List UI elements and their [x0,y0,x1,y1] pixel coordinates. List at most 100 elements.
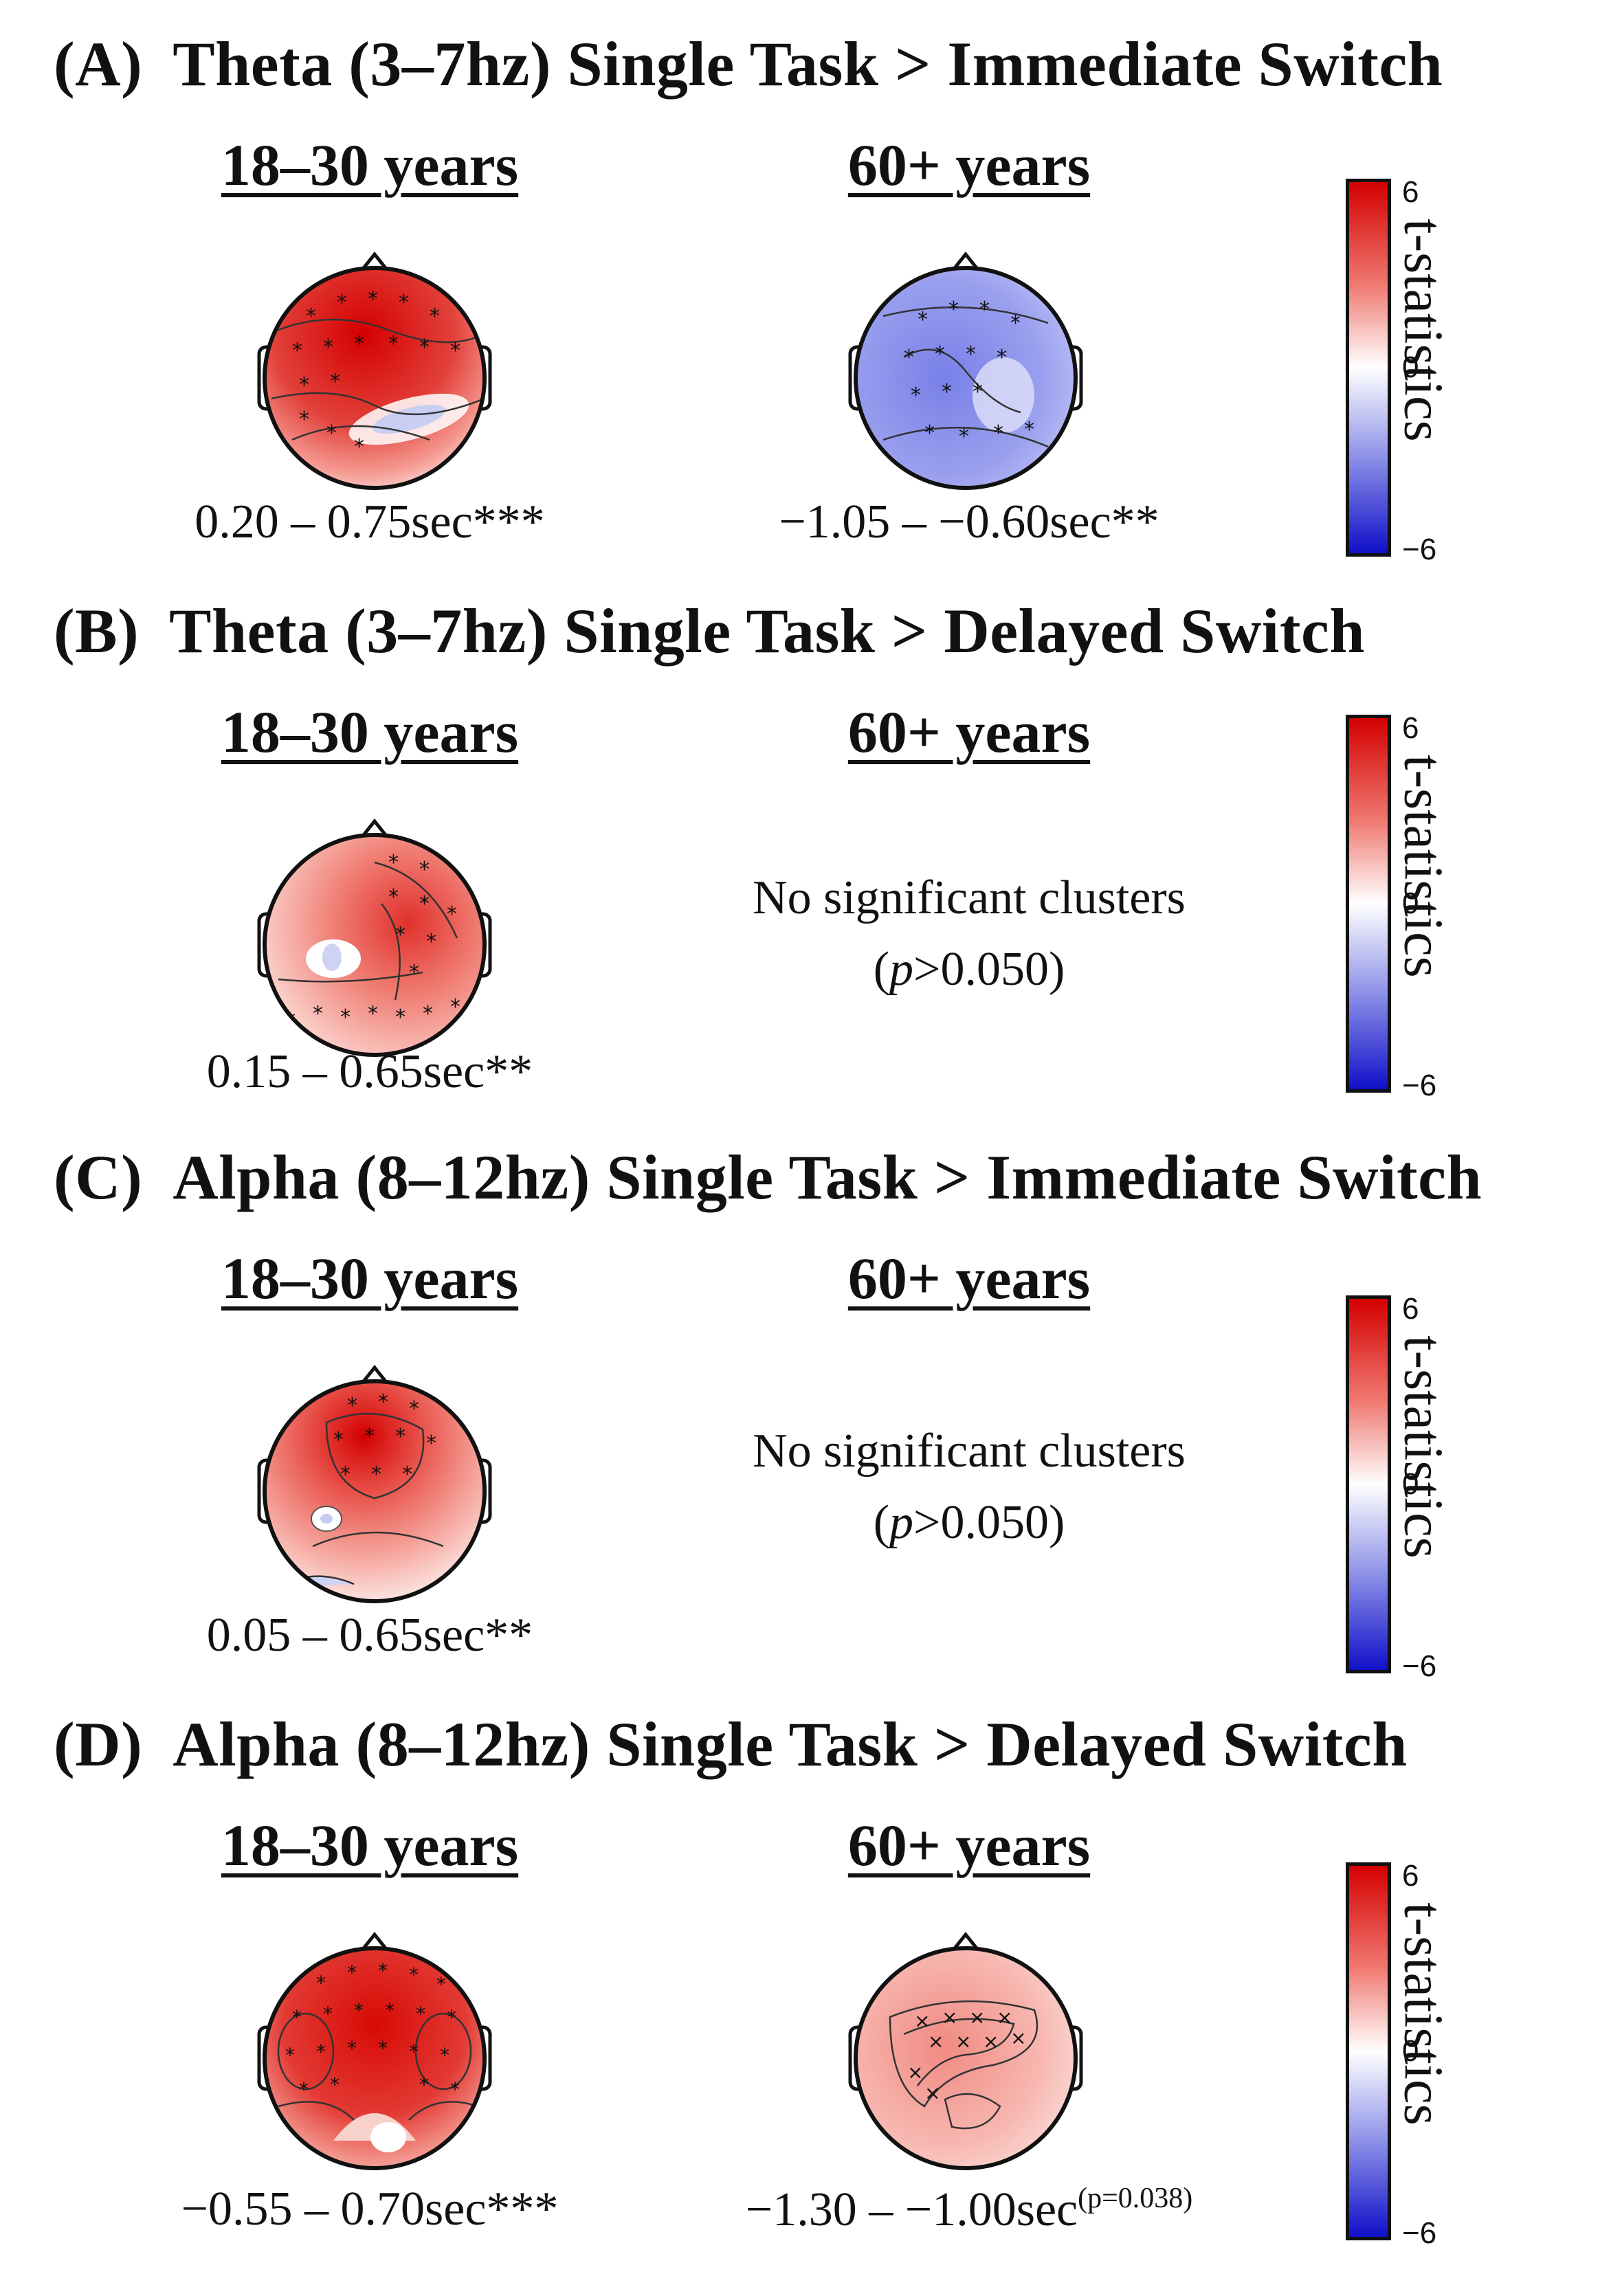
svg-text:*: * [347,1394,357,1418]
svg-text:*: * [299,373,309,397]
svg-text:*: * [378,2037,388,2060]
svg-text:*: * [285,2044,295,2066]
colorbar-max: 6 [1402,711,1419,745]
svg-text:×: × [997,2006,1012,2029]
svg-text:*: * [419,892,430,916]
svg-text:*: * [450,339,460,363]
svg-text:*: * [354,332,364,356]
svg-text:*: * [450,2078,460,2101]
svg-text:*: * [340,1462,351,1486]
panel-title: (A) Theta (3–7hz) Single Task > Immediate… [54,27,1443,100]
svg-text:*: * [447,902,457,926]
age-label-old: 60+ years [847,699,1091,765]
svg-text:*: * [368,1002,378,1026]
svg-text:*: * [419,858,430,882]
colorbar-min: −6 [1402,533,1437,566]
svg-text:*: * [409,1397,419,1421]
svg-text:*: * [385,1999,395,2022]
colorbar [1346,179,1391,557]
svg-text:*: * [904,346,914,370]
svg-text:*: * [337,291,347,315]
time-window-old: −1.05 – −0.60sec** [779,495,1159,548]
colorbar [1346,1295,1391,1673]
svg-text:*: * [419,335,430,359]
svg-text:*: * [409,961,419,985]
topomap-young: * * * * * * * * * * * * * * * * * * * * * [257,1931,492,2170]
svg-text:*: * [402,1462,412,1486]
svg-text:*: * [292,2006,302,2029]
svg-text:*: * [973,380,983,404]
nosig-rest: >0.050) [913,943,1065,996]
svg-text:*: * [395,923,406,947]
colorbar-max: 6 [1402,1859,1419,1893]
colorbar [1346,1862,1391,2240]
nosig-p: p [889,943,913,996]
svg-text:*: * [299,2078,309,2101]
nosig-open: ( [873,943,889,996]
time-window-young: 0.15 – 0.65sec** [206,1045,533,1098]
svg-text:*: * [918,308,928,332]
svg-text:*: * [440,2044,449,2066]
svg-text:×: × [914,2009,930,2032]
svg-text:*: * [292,339,302,363]
svg-text:*: * [354,1999,364,2022]
svg-text:*: * [447,2006,456,2029]
panel-title-text: Alpha (8–12hz) Single Task > Immediate S… [173,1142,1482,1212]
svg-text:*: * [395,1425,406,1449]
svg-text:*: * [316,1972,326,1994]
svg-text:*: * [409,2040,419,2063]
svg-text:×: × [907,2061,923,2084]
age-label-old: 60+ years [847,1812,1091,1878]
time-window-old-text: −1.30 – −1.00sec [745,2183,1078,2236]
svg-text:*: * [388,332,399,356]
time-window-old-p: (p=0.038) [1078,2183,1193,2214]
svg-text:*: * [423,1002,433,1026]
nosig-rest: >0.050) [913,1496,1065,1549]
time-window-young: 0.20 – 0.75sec*** [195,495,545,548]
panel-a: (A) Theta (3–7hz) Single Task > Immediate… [0,27,1622,566]
nosig-line2: (p>0.050) [753,934,1186,1005]
svg-text:*: * [378,1959,388,1982]
svg-text:×: × [1010,2027,1026,2049]
colorbar-min: −6 [1402,2216,1437,2250]
svg-text:*: * [942,380,952,404]
panel-letter: (C) [54,1142,143,1212]
panel-letter: (D) [54,1709,143,1779]
age-label-old: 60+ years [847,132,1091,198]
svg-text:*: * [388,851,399,875]
panel-title-text: Theta (3–7hz) Single Task > Delayed Swit… [169,596,1365,666]
svg-text:*: * [330,2073,340,2096]
svg-text:*: * [388,885,399,909]
age-label-young: 18–30 years [221,1245,519,1311]
panel-title-text: Alpha (8–12hz) Single Task > Delayed Swi… [173,1709,1408,1779]
svg-text:*: * [323,335,333,359]
svg-text:*: * [371,1462,381,1486]
svg-text:*: * [426,930,436,954]
svg-text:*: * [306,304,316,328]
colorbar [1346,715,1391,1093]
no-significant-clusters: No significant clusters (p>0.050) [753,862,1186,1005]
topomap-young: ** * ** * * * * * * * **** [257,251,492,490]
panel-title: (B) Theta (3–7hz) Single Task > Delayed S… [54,594,1365,667]
svg-text:*: * [340,1005,351,1029]
svg-text:*: * [399,291,409,315]
svg-text:*: * [450,995,460,1019]
svg-text:*: * [993,421,1003,445]
nosig-open: ( [873,1496,889,1549]
svg-text:*: * [395,1005,406,1029]
panel-letter: (A) [54,29,143,99]
svg-text:*: * [330,370,340,394]
colorbar-label: t-statistics [1392,1335,1454,1559]
time-window-young: −0.55 – 0.70sec*** [181,2183,559,2236]
colorbar-label: t-statistics [1392,1902,1454,2126]
colorbar-label: t-statistics [1392,218,1454,442]
panel-title: (D) Alpha (8–12hz) Single Task > Delayed … [54,1708,1408,1781]
svg-text:×: × [969,2006,985,2029]
panel-letter: (B) [54,596,140,666]
svg-text:*: * [911,383,921,408]
svg-text:*: * [1024,418,1034,442]
svg-text:*: * [416,2003,425,2025]
topomap-old: × × × × × × × × ×× [848,1931,1083,2170]
svg-text:×: × [983,2030,999,2053]
age-label-old: 60+ years [847,1245,1091,1311]
